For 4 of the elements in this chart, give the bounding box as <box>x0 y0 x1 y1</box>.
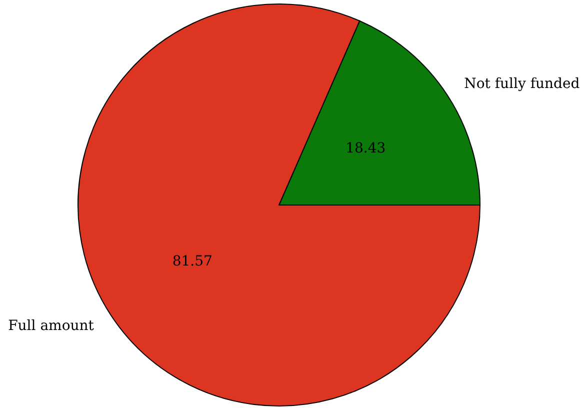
data-label: 18.43 <box>346 140 386 156</box>
slice-label: Not fully funded <box>464 76 580 92</box>
data-label: 81.57 <box>172 254 212 270</box>
slice-label: Full amount <box>8 318 94 334</box>
